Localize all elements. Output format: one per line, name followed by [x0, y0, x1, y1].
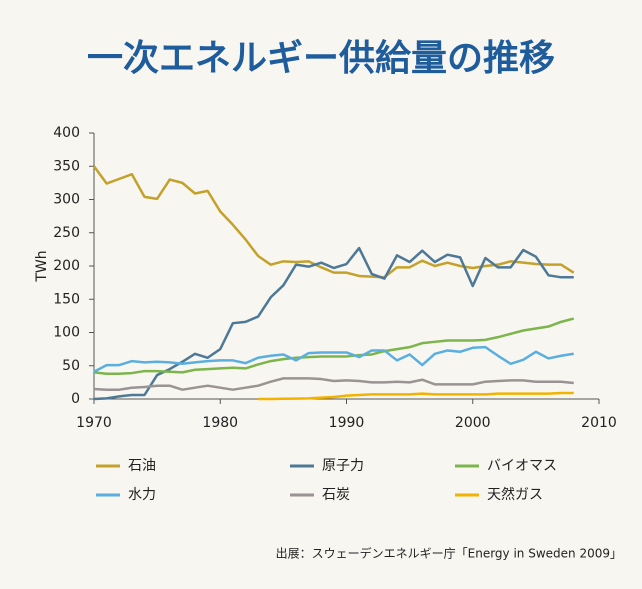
series-line [93, 246, 574, 401]
y-tick-label: 350 [53, 158, 80, 174]
x-tick-label: 2010 [581, 415, 617, 431]
y-axis-label: TWh [34, 250, 50, 282]
x-tick-label: 1980 [202, 415, 238, 431]
y-tick-label: 400 [53, 125, 80, 141]
y-tick-label: 0 [71, 391, 80, 407]
legend-label: 石炭 [322, 487, 350, 503]
x-tick-label: 2000 [455, 415, 491, 431]
series-line [93, 345, 574, 373]
x-tick-label: 1990 [329, 415, 365, 431]
y-tick-label: 50 [62, 358, 80, 374]
legend-label: バイオマス [487, 458, 557, 474]
source-note: 出展：スウェーデンエネルギー庁「Energy in Sweden 2009」 [276, 546, 622, 561]
series-line [258, 391, 574, 401]
legend-label: 原子力 [322, 458, 364, 474]
y-tick-label: 150 [53, 291, 80, 307]
legend-label: 天然ガス [487, 486, 543, 503]
x-tick-label: 1970 [76, 415, 112, 431]
legend-label: 石油 [128, 458, 156, 474]
y-tick-label: 300 [53, 192, 80, 208]
y-tick-label: 100 [53, 325, 80, 341]
y-tick-label: 200 [53, 258, 80, 274]
legend-label: 水力 [128, 487, 156, 503]
chart-title: 一次エネルギー供給量の推移 [87, 38, 555, 79]
y-tick-label: 250 [53, 225, 80, 241]
series-line [93, 317, 575, 375]
series-line [93, 377, 574, 391]
